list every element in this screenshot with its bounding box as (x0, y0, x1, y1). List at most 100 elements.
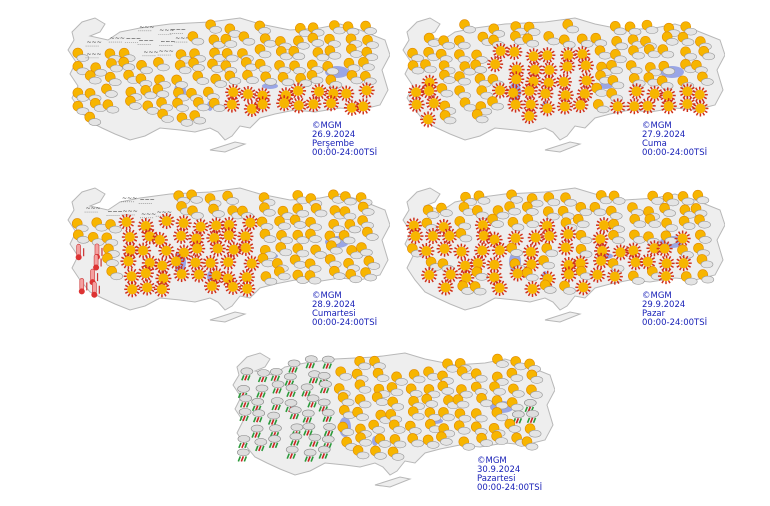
sunny-icon (175, 244, 192, 261)
partly-cloudy-icon (344, 219, 362, 234)
partly-cloudy-icon (543, 31, 561, 46)
sunny-icon (487, 56, 504, 73)
sunny-icon (507, 96, 524, 113)
partly-cloudy-icon (662, 192, 680, 207)
hot-icon (93, 254, 102, 271)
partly-cloudy-icon (189, 110, 207, 125)
day: Cumartesi (312, 309, 356, 319)
rain-showers-icon (524, 399, 537, 413)
partly-cloudy-icon (224, 23, 242, 38)
partly-cloudy-icon (663, 22, 681, 37)
svg-text:~~~: ~~~ (159, 48, 174, 55)
partly-cloudy-icon (471, 109, 489, 124)
partly-cloudy-icon (658, 60, 676, 75)
sunny-icon (237, 239, 254, 256)
partly-cloudy-icon (454, 85, 471, 100)
sunny-icon (628, 83, 645, 100)
partly-cloudy-icon (606, 60, 623, 75)
sunny-icon (593, 252, 610, 269)
partly-cloudy-icon (506, 367, 524, 382)
sunny-icon (418, 243, 435, 260)
sunny-icon (574, 46, 591, 63)
partly-cloudy-icon (408, 395, 425, 411)
partly-cloudy-icon (156, 97, 173, 112)
partly-cloudy-icon (322, 61, 340, 76)
sunny-icon (338, 85, 355, 102)
sunny-icon (491, 279, 508, 296)
partly-cloudy-icon (289, 254, 307, 269)
sunny-icon (154, 257, 171, 274)
partly-cloudy-icon (106, 265, 124, 281)
sunny-icon (475, 227, 492, 244)
partly-cloudy-icon (455, 228, 473, 243)
period: 00:00-24:00TSİ (477, 483, 543, 493)
fog-icon: ~~~ (106, 208, 123, 216)
rain-showers-icon (252, 409, 266, 423)
partly-cloudy-icon (407, 47, 424, 63)
partly-cloudy-icon (470, 381, 488, 396)
partly-cloudy-icon (698, 46, 716, 61)
sunny-icon (137, 265, 154, 282)
rain-showers-icon (321, 355, 335, 369)
partly-cloudy-icon (680, 271, 698, 286)
rain-showers-icon (237, 435, 251, 449)
sunny-icon (557, 239, 574, 256)
sunny-icon (492, 43, 509, 60)
sunny-icon (639, 97, 656, 114)
partly-cloudy-icon (629, 213, 647, 229)
sunny-icon (421, 82, 438, 99)
partly-cloudy-icon (339, 206, 357, 221)
partly-cloudy-icon (526, 193, 544, 208)
partly-cloudy-icon (260, 71, 277, 86)
sunny-icon (355, 98, 372, 115)
partly-cloudy-icon (306, 69, 324, 85)
copyright: ©MGM (312, 121, 342, 131)
partly-cloudy-icon (259, 202, 276, 217)
partly-cloudy-icon (125, 86, 143, 101)
partly-cloudy-icon (292, 269, 310, 284)
sunny-icon (240, 86, 257, 103)
rain-showers-icon (285, 383, 299, 398)
partly-cloudy-icon (340, 191, 357, 206)
sunny-icon (675, 255, 692, 272)
sunny-icon (202, 255, 219, 272)
partly-cloudy-icon (442, 358, 459, 373)
partly-cloudy-icon (307, 22, 325, 37)
partly-cloudy-icon (346, 245, 363, 260)
partly-cloudy-icon (470, 368, 488, 383)
partly-cloudy-icon (335, 366, 353, 381)
rain-showers-icon (323, 423, 336, 437)
partly-cloudy-icon (438, 35, 455, 50)
period: 00:00-24:00TSİ (642, 148, 708, 158)
sunny-icon (173, 266, 190, 283)
partly-cloudy-icon (628, 45, 645, 60)
partly-cloudy-icon (696, 254, 714, 269)
partly-cloudy-icon (589, 201, 607, 217)
hot-icon (78, 278, 88, 295)
partly-cloudy-icon (594, 45, 612, 60)
partly-cloudy-icon (192, 70, 210, 85)
sunny-icon (421, 267, 438, 284)
sunny-icon (625, 242, 642, 259)
sunny-icon (220, 227, 237, 244)
svg-text:~~~: ~~~ (122, 195, 137, 202)
partly-cloudy-icon (352, 445, 370, 460)
weather-icons: ~~~ ~~~~~~~~~~~~ ~~~~~~ ~~~~~~~~~ ~~~ ~~~ (72, 19, 379, 127)
sunny-icon (507, 230, 524, 247)
partly-cloudy-icon (436, 202, 453, 217)
partly-cloudy-icon (437, 380, 455, 395)
map-label: ©MGM 29.9.2024 Pazar 00:00-24:00TSİ (642, 292, 707, 328)
svg-text:~~~: ~~~ (110, 35, 125, 42)
sunny-icon (158, 213, 175, 230)
partly-cloudy-icon (140, 85, 157, 100)
partly-cloudy-icon (257, 253, 275, 268)
partly-cloudy-icon (487, 213, 504, 228)
rain-showers-icon (270, 397, 284, 411)
fog-icon: ~~~ (138, 24, 154, 32)
rain-showers-icon (255, 384, 269, 398)
partly-cloudy-icon (274, 215, 291, 231)
partly-cloudy-icon (677, 31, 695, 46)
sunny-icon (576, 85, 593, 102)
partly-cloudy-icon (457, 280, 475, 295)
partly-cloudy-icon (368, 419, 385, 434)
